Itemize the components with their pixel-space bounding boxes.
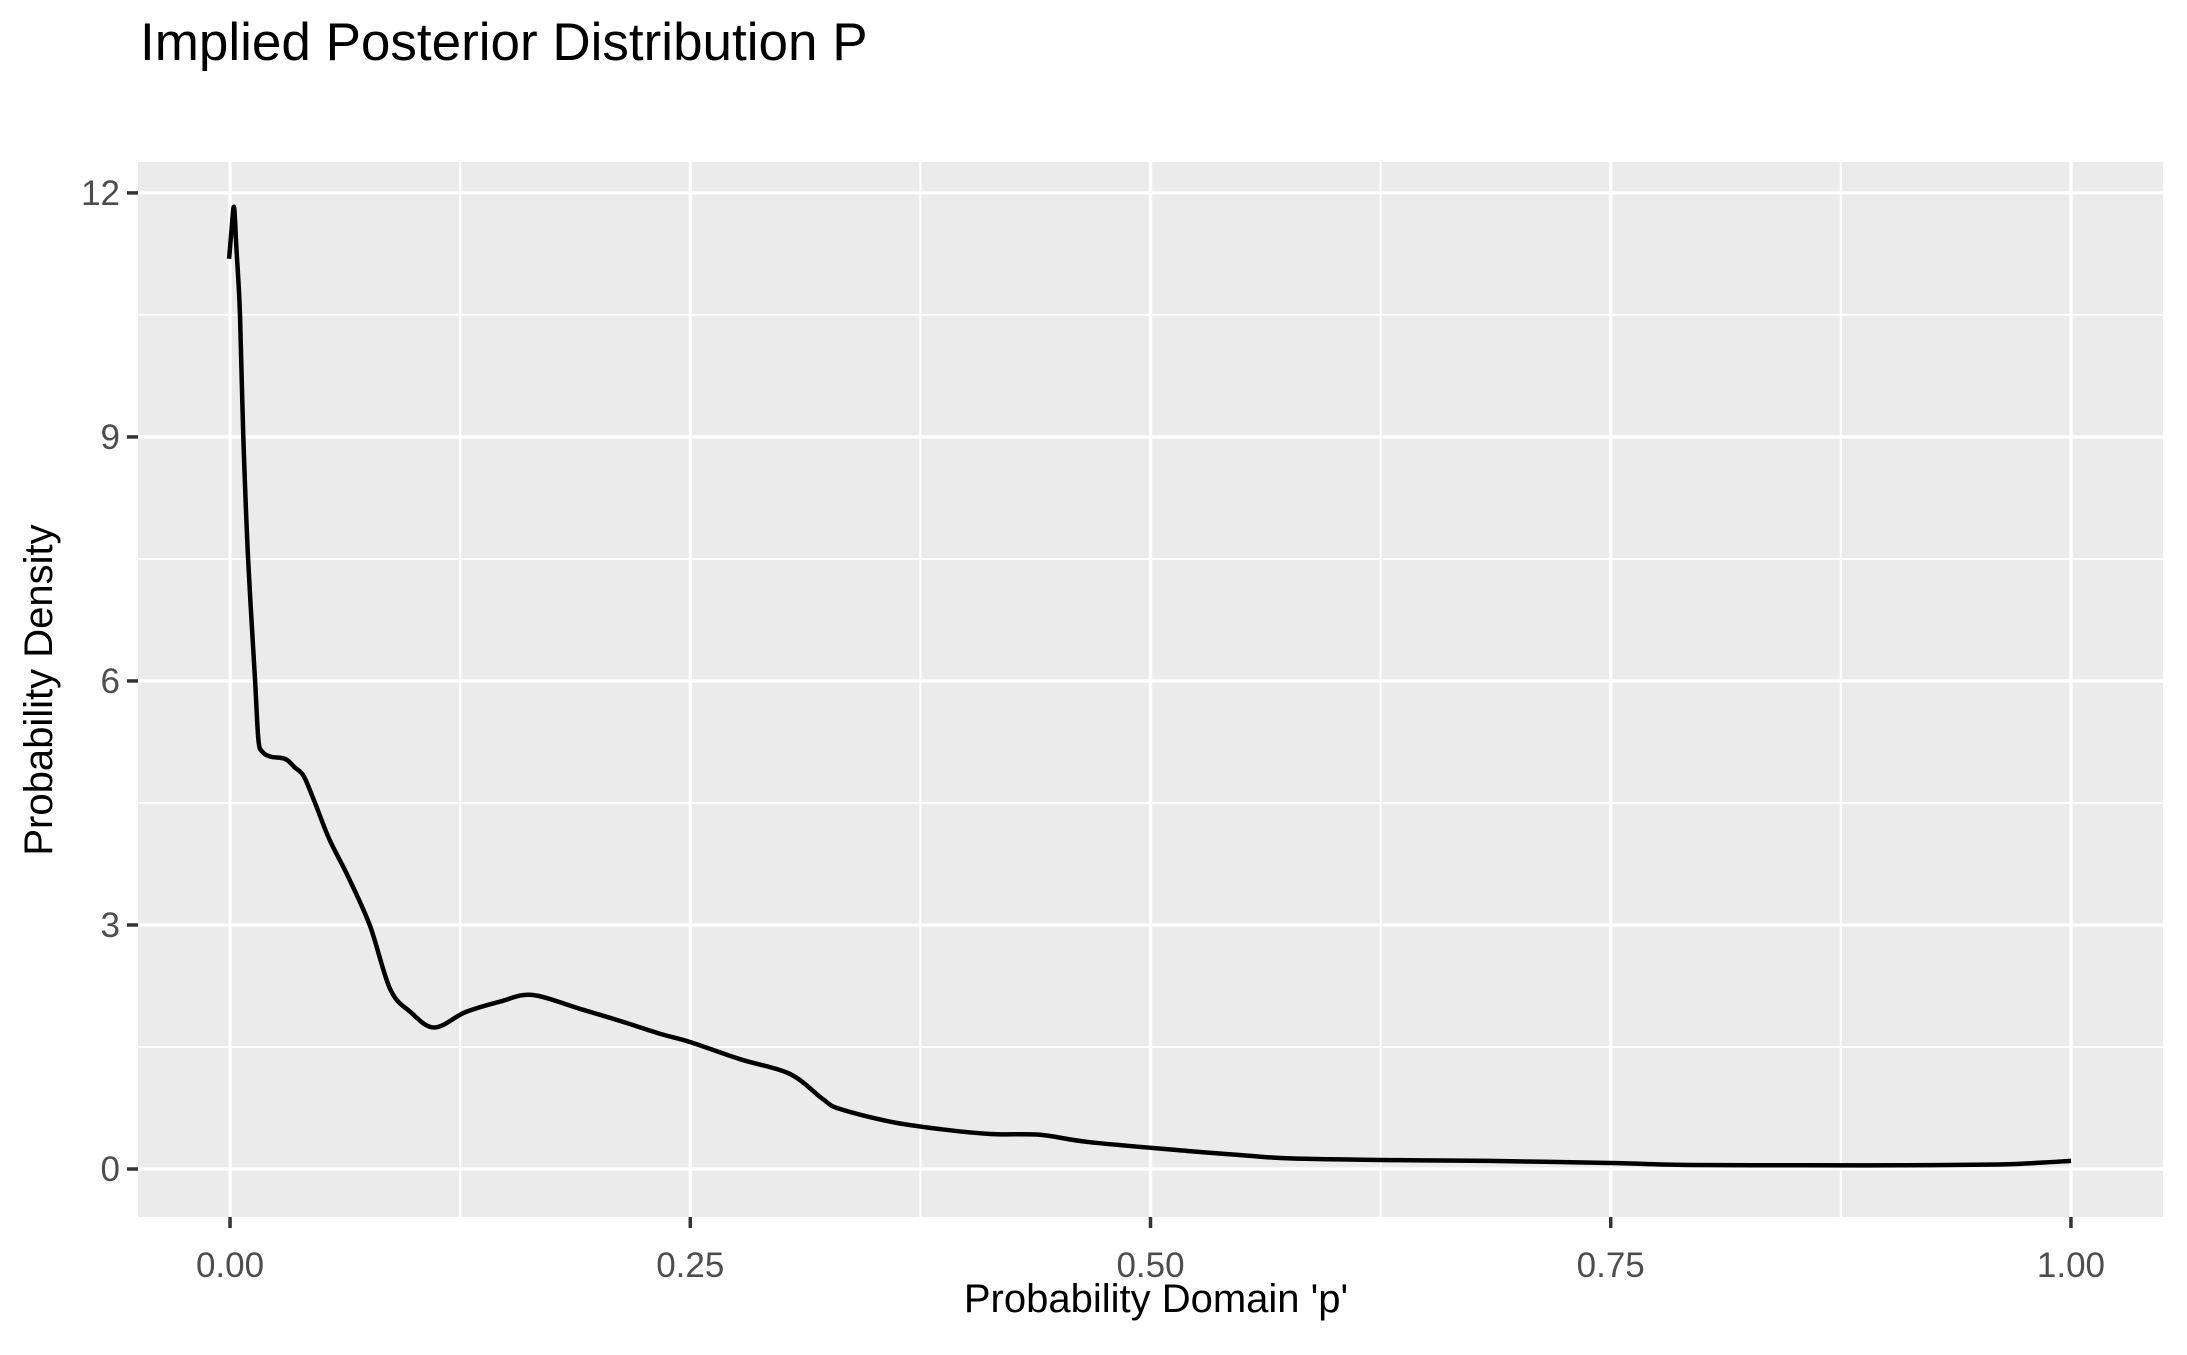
y-tick-label: 0 bbox=[101, 1150, 120, 1189]
y-tick-label: 6 bbox=[101, 662, 120, 701]
x-axis-tick-labels: 0.00 0.25 0.50 0.75 1.00 bbox=[196, 1246, 2105, 1285]
x-tick-label: 0.00 bbox=[196, 1246, 264, 1285]
density-curve bbox=[226, 204, 2072, 1168]
y-tick-label: 9 bbox=[101, 418, 120, 457]
x-axis-tick-marks bbox=[228, 1217, 2073, 1228]
x-tick-label: 1.00 bbox=[2037, 1246, 2105, 1285]
x-axis-title: Probability Domain 'p' bbox=[964, 1277, 1348, 1321]
y-tick-label: 12 bbox=[81, 174, 120, 213]
x-tick-label: 0.25 bbox=[656, 1246, 724, 1285]
plot-title: Implied Posterior Distribution P bbox=[140, 13, 868, 72]
y-tick-label: 3 bbox=[101, 906, 120, 945]
y-axis-title: Probability Density bbox=[17, 524, 61, 855]
x-tick-label: 0.50 bbox=[1116, 1246, 1184, 1285]
y-axis-tick-labels: 0 3 6 9 12 bbox=[81, 174, 120, 1189]
x-tick-label: 0.75 bbox=[1577, 1246, 1645, 1285]
y-axis-tick-marks bbox=[127, 191, 138, 1171]
